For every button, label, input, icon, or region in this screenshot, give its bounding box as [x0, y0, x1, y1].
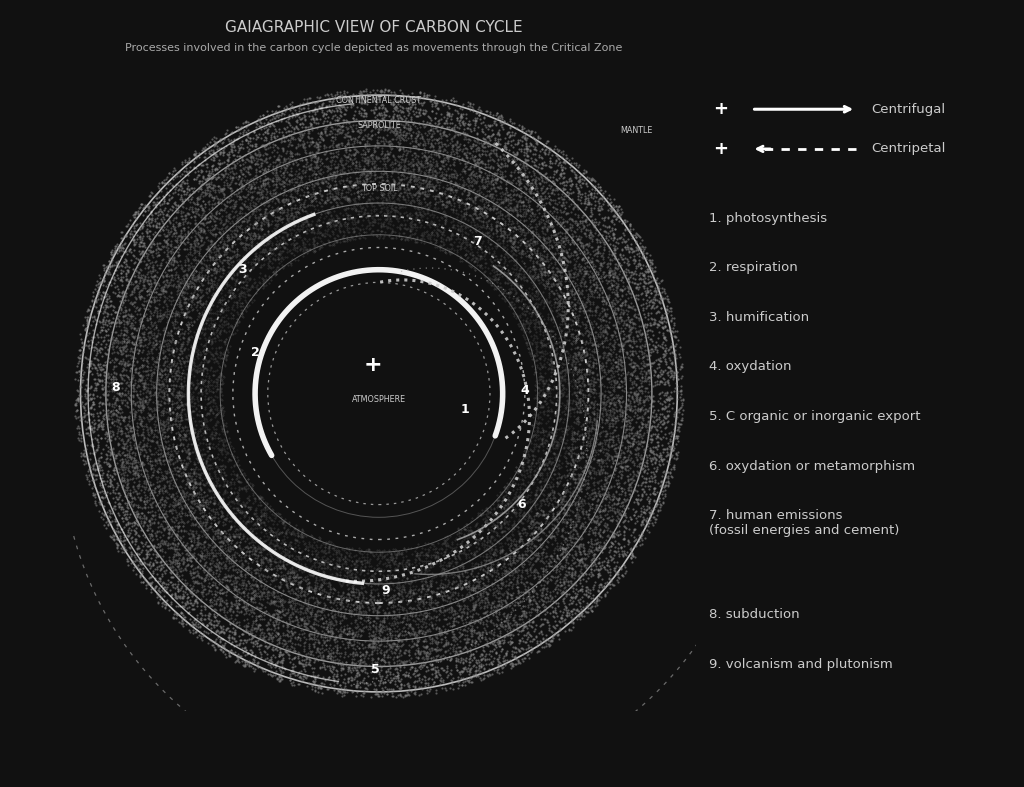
Text: 8. subduction: 8. subduction [709, 608, 800, 622]
Text: 3. humification: 3. humification [709, 311, 809, 324]
Text: 1. photosynthesis: 1. photosynthesis [709, 212, 826, 225]
Text: 7: 7 [473, 235, 481, 248]
Text: 9. volcanism and plutonism: 9. volcanism and plutonism [709, 658, 892, 671]
Text: 6: 6 [517, 498, 526, 511]
Text: Processes involved in the carbon cycle depicted as movements through the Critica: Processes involved in the carbon cycle d… [125, 43, 623, 54]
Text: 4. oxydation: 4. oxydation [709, 360, 792, 374]
Text: Centripetal: Centripetal [871, 142, 946, 155]
Text: 6. oxydation or metamorphism: 6. oxydation or metamorphism [709, 460, 914, 473]
Text: +: + [714, 100, 728, 118]
Text: 5. C organic or inorganic export: 5. C organic or inorganic export [709, 410, 921, 423]
Text: Centrifugal: Centrifugal [871, 103, 945, 116]
Text: 3: 3 [238, 263, 247, 276]
Text: 2. respiration: 2. respiration [709, 261, 798, 275]
Text: TOP SOIL: TOP SOIL [360, 184, 397, 193]
Text: 7. human emissions
(fossil energies and cement): 7. human emissions (fossil energies and … [709, 509, 899, 538]
Text: ATMOSPHERE: ATMOSPHERE [352, 395, 406, 405]
Text: +: + [364, 355, 382, 375]
Text: 9: 9 [381, 584, 389, 597]
Text: CONTINENTAL CRUST: CONTINENTAL CRUST [336, 96, 422, 105]
Text: 4: 4 [520, 384, 529, 397]
Text: GAIAGRAPHIC VIEW OF CARBON CYCLE: GAIAGRAPHIC VIEW OF CARBON CYCLE [225, 20, 522, 35]
Text: 8: 8 [111, 381, 120, 394]
Text: 5: 5 [372, 663, 380, 676]
Text: MANTLE: MANTLE [621, 125, 652, 135]
Text: 1: 1 [460, 403, 469, 416]
Text: 2: 2 [251, 345, 259, 359]
Text: SAPROLITE: SAPROLITE [357, 121, 400, 130]
Text: +: + [714, 140, 728, 158]
